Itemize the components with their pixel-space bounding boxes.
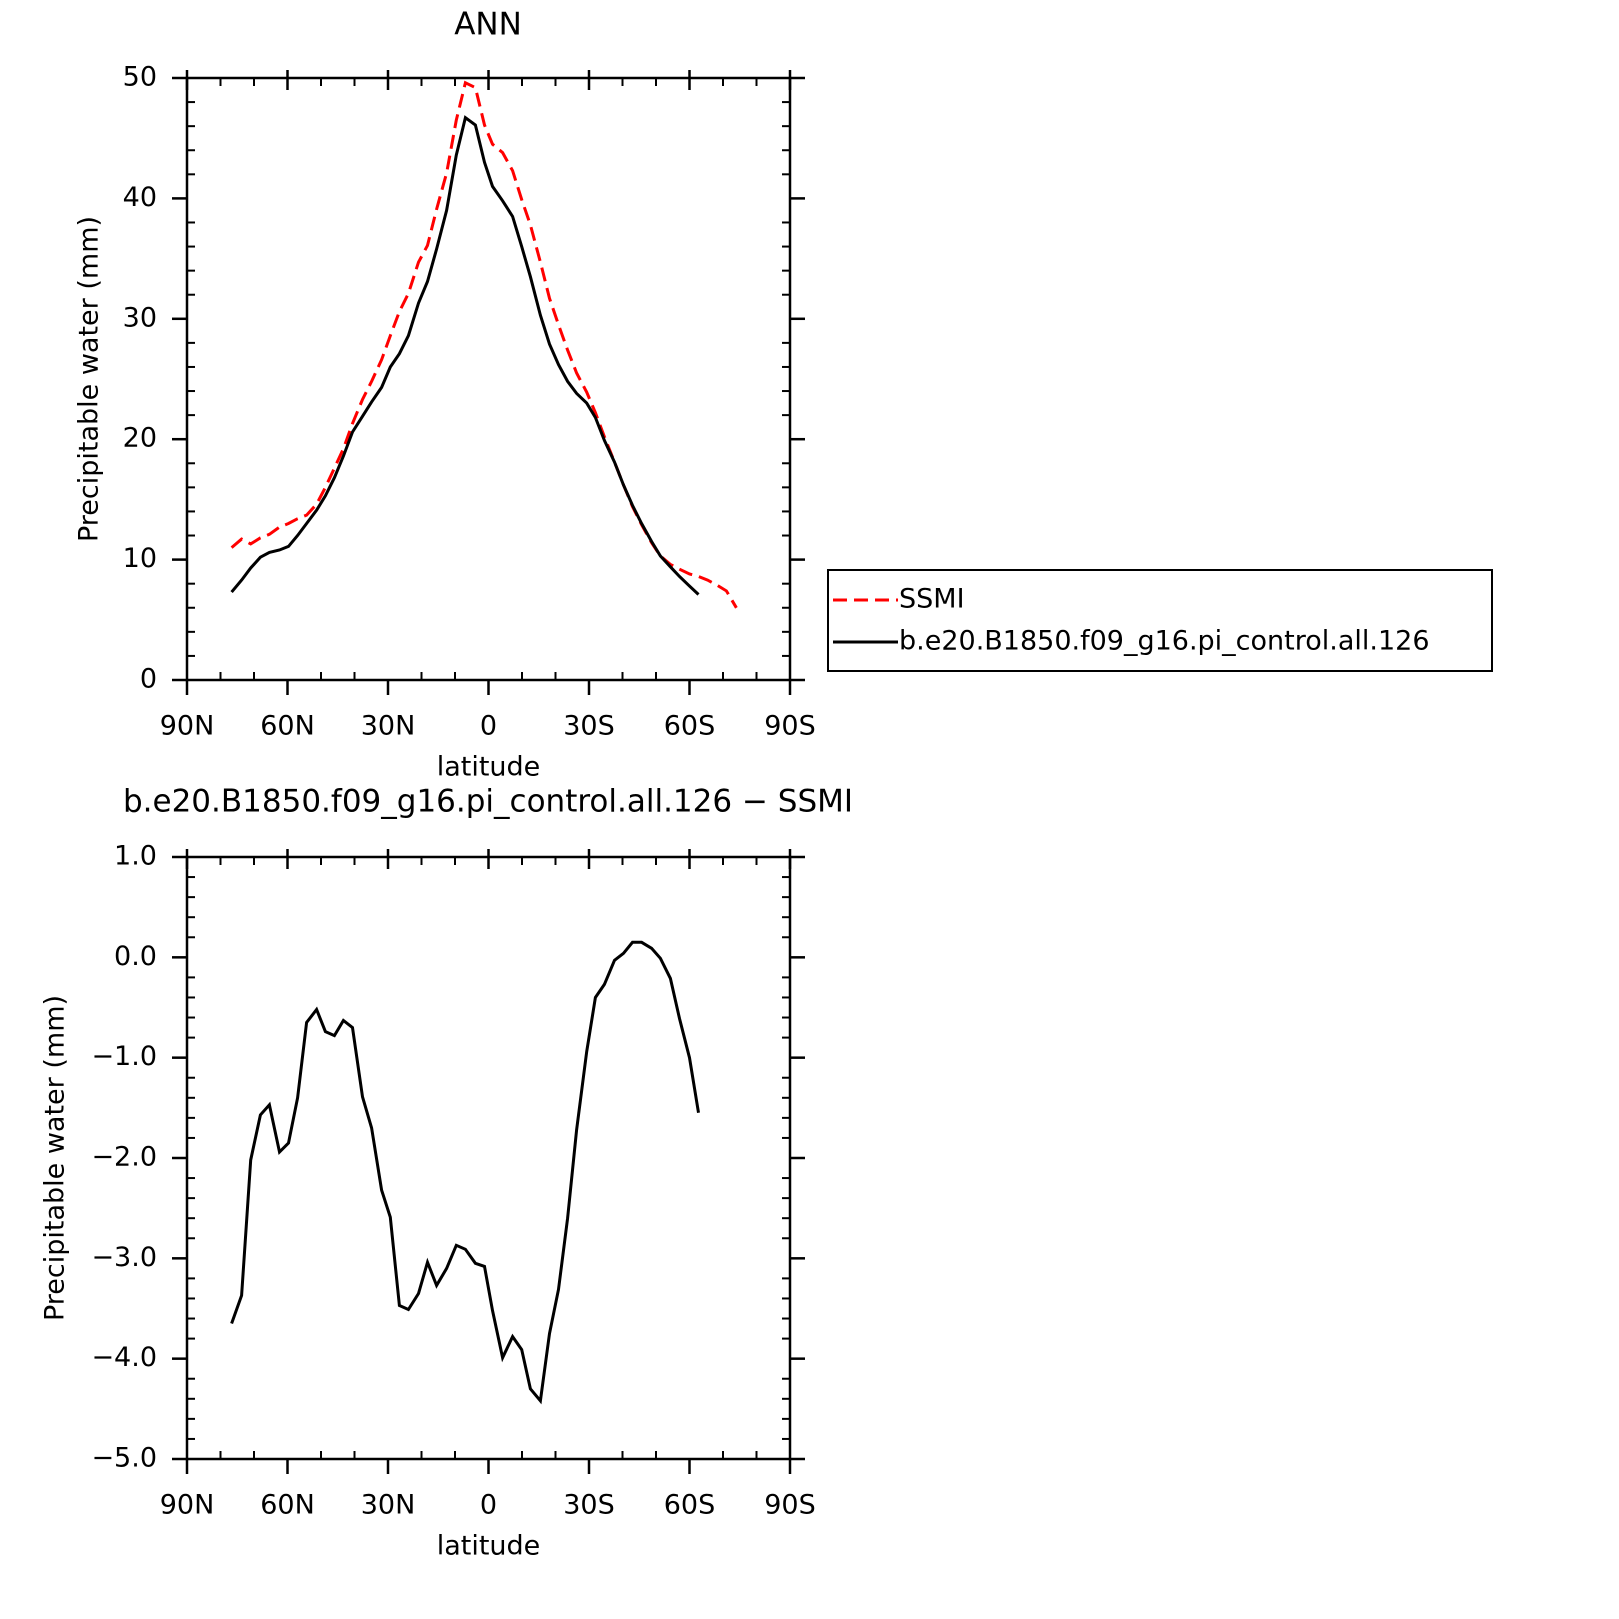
x-tick-label: 60N [260, 711, 315, 742]
x-tick-label: 0 [480, 711, 497, 742]
series-line [230, 940, 700, 1405]
y-tick-label: 50 [123, 62, 157, 93]
y-tick-label: −4.0 [91, 1342, 157, 1373]
series-line [230, 115, 700, 596]
x-tick-label: 90S [764, 1490, 816, 1521]
y-tick-label: −3.0 [91, 1242, 157, 1273]
x-tick-label: 30S [563, 1490, 615, 1521]
y-tick-label: 10 [123, 543, 157, 574]
x-axis-label: latitude [437, 1531, 541, 1562]
x-tick-label: 60N [260, 1490, 315, 1521]
y-tick-label: 20 [123, 423, 157, 454]
x-tick-label: 30N [361, 1490, 416, 1521]
y-tick-label: −1.0 [91, 1041, 157, 1072]
x-tick-label: 60S [664, 711, 716, 742]
x-tick-label: 90S [764, 711, 816, 742]
legend-label: SSMI [899, 584, 965, 615]
y-tick-label: 0.0 [114, 941, 157, 972]
x-tick-label: 30N [361, 711, 416, 742]
x-tick-label: 90N [160, 1490, 215, 1521]
y-tick-label: 40 [123, 182, 157, 213]
y-axis-label: Precipitable water (mm) [40, 995, 71, 1321]
chart-title: ANN [454, 7, 522, 43]
y-axis-label: Precipitable water (mm) [74, 216, 105, 542]
y-tick-label: −2.0 [91, 1142, 157, 1173]
legend-box [827, 569, 1493, 672]
x-axis-label: latitude [437, 752, 541, 783]
y-tick-label: 1.0 [114, 841, 157, 872]
y-tick-label: 0 [140, 664, 157, 695]
x-tick-label: 60S [664, 1490, 716, 1521]
y-tick-label: 30 [123, 302, 157, 333]
x-tick-label: 90N [160, 711, 215, 742]
plot-frame [185, 855, 792, 1461]
y-tick-label: −5.0 [91, 1443, 157, 1474]
x-tick-label: 0 [480, 1490, 497, 1521]
legend-label: b.e20.B1850.f09_g16.pi_control.all.126 [899, 626, 1430, 657]
chart-title: b.e20.B1850.f09_g16.pi_control.all.126 −… [123, 784, 853, 820]
x-tick-label: 30S [563, 711, 615, 742]
plot-frame [185, 76, 792, 682]
